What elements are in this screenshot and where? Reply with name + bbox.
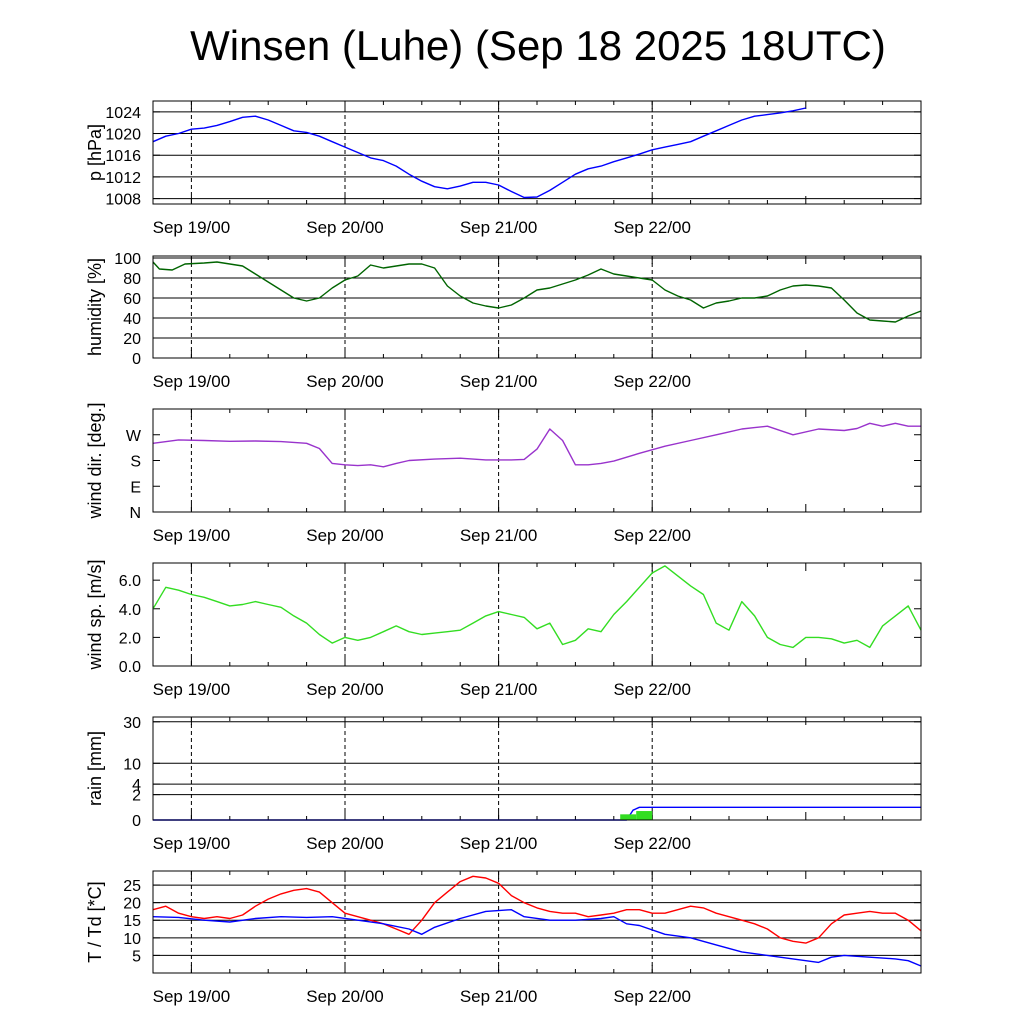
wind_direction-y-tick-label: N — [129, 505, 141, 522]
wind_direction-y-tick-label: S — [130, 454, 141, 471]
humidity-series-0 — [152, 261, 922, 323]
wind_direction-x-tick-label: Sep 21/00 — [460, 526, 538, 545]
pressure-y-tick-label: 1012 — [105, 170, 141, 187]
temperature-y-tick-label: 10 — [123, 931, 141, 948]
rain-y-tick-label: 2 — [132, 788, 141, 805]
humidity-y-axis-label: humidity [%] — [85, 258, 105, 356]
temperature-x-tick-label: Sep 20/00 — [306, 987, 384, 1006]
wind_speed-plot-frame — [152, 562, 922, 667]
temperature-y-tick-label: 25 — [123, 878, 141, 895]
wind_speed-x-tick-label: Sep 21/00 — [460, 680, 538, 699]
rain-y-tick-label: 4 — [132, 777, 141, 794]
temperature-y-tick-label: 20 — [123, 896, 141, 913]
temperature-y-axis-label: T / Td [*C] — [85, 881, 105, 962]
wind_speed-x-tick-label: Sep 20/00 — [306, 680, 384, 699]
humidity-y-tick-label: 80 — [123, 271, 141, 288]
humidity-x-tick-label: Sep 22/00 — [613, 372, 691, 391]
humidity-x-tick-label: Sep 19/00 — [153, 372, 231, 391]
humidity-y-tick-label: 20 — [123, 331, 141, 348]
rain-plot-frame — [152, 716, 922, 821]
temperature-plot-frame — [152, 870, 922, 974]
rain-x-tick-label: Sep 20/00 — [306, 834, 384, 853]
pressure-y-axis-label: p [hPa] — [85, 124, 105, 181]
wind_speed-y-axis-label: wind sp. [m/s] — [85, 559, 105, 670]
wind_speed-series-0 — [152, 565, 922, 649]
humidity-y-tick-label: 0 — [132, 351, 141, 368]
temperature-series-T — [152, 875, 922, 944]
temperature-x-tick-label: Sep 21/00 — [460, 987, 538, 1006]
humidity-y-tick-label: 100 — [114, 251, 141, 268]
rain-y-tick-label: 0 — [132, 813, 141, 830]
rain-rain-bar — [620, 814, 637, 820]
rain-y-tick-label: 10 — [123, 756, 141, 773]
pressure-y-tick-label: 1016 — [105, 148, 141, 165]
pressure-x-tick-label: Sep 19/00 — [153, 218, 231, 237]
pressure-x-tick-label: Sep 20/00 — [306, 218, 384, 237]
rain-y-axis-label: rain [mm] — [85, 731, 105, 806]
pressure-y-tick-label: 1024 — [105, 105, 141, 122]
pressure-series-0 — [152, 107, 806, 199]
wind_direction-x-tick-label: Sep 19/00 — [153, 526, 231, 545]
wind_speed-y-tick-label: 2.0 — [119, 630, 141, 647]
wind_direction-x-tick-label: Sep 22/00 — [613, 526, 691, 545]
rain-x-tick-label: Sep 21/00 — [460, 834, 538, 853]
wind_direction-y-tick-label: W — [126, 428, 142, 445]
wind_direction-series-0 — [152, 422, 921, 468]
humidity-x-tick-label: Sep 20/00 — [306, 372, 384, 391]
temperature-y-tick-label: 5 — [132, 948, 141, 965]
rain-rain-bar — [636, 811, 653, 820]
humidity-y-tick-label: 60 — [123, 291, 141, 308]
pressure-x-tick-label: Sep 22/00 — [613, 218, 691, 237]
temperature-series-Td — [152, 909, 922, 967]
rain-x-tick-label: Sep 19/00 — [153, 834, 231, 853]
wind_direction-x-tick-label: Sep 20/00 — [306, 526, 384, 545]
wind_speed-y-tick-label: 6.0 — [119, 573, 141, 590]
wind_direction-y-axis-label: wind dir. [deg.] — [85, 402, 105, 519]
wind_speed-y-tick-label: 4.0 — [119, 602, 141, 619]
humidity-y-tick-label: 40 — [123, 311, 141, 328]
pressure-x-tick-label: Sep 21/00 — [460, 218, 538, 237]
rain-x-tick-label: Sep 22/00 — [613, 834, 691, 853]
wind_speed-y-tick-label: 0.0 — [119, 659, 141, 676]
temperature-y-tick-label: 15 — [123, 913, 141, 930]
pressure-plot-frame — [152, 100, 922, 205]
temperature-x-tick-label: Sep 19/00 — [153, 987, 231, 1006]
rain-y-tick-label: 30 — [123, 715, 141, 732]
wind_speed-x-tick-label: Sep 22/00 — [613, 680, 691, 699]
wind_speed-x-tick-label: Sep 19/00 — [153, 680, 231, 699]
chart-title: Winsen (Luhe) (Sep 18 2025 18UTC) — [190, 22, 886, 69]
pressure-y-tick-label: 1008 — [105, 192, 141, 209]
humidity-x-tick-label: Sep 21/00 — [460, 372, 538, 391]
pressure-y-tick-label: 1020 — [105, 127, 141, 144]
temperature-x-tick-label: Sep 22/00 — [613, 987, 691, 1006]
wind_direction-y-tick-label: E — [130, 479, 141, 496]
wind_direction-plot-frame — [152, 408, 922, 513]
humidity-plot-frame — [152, 255, 922, 359]
